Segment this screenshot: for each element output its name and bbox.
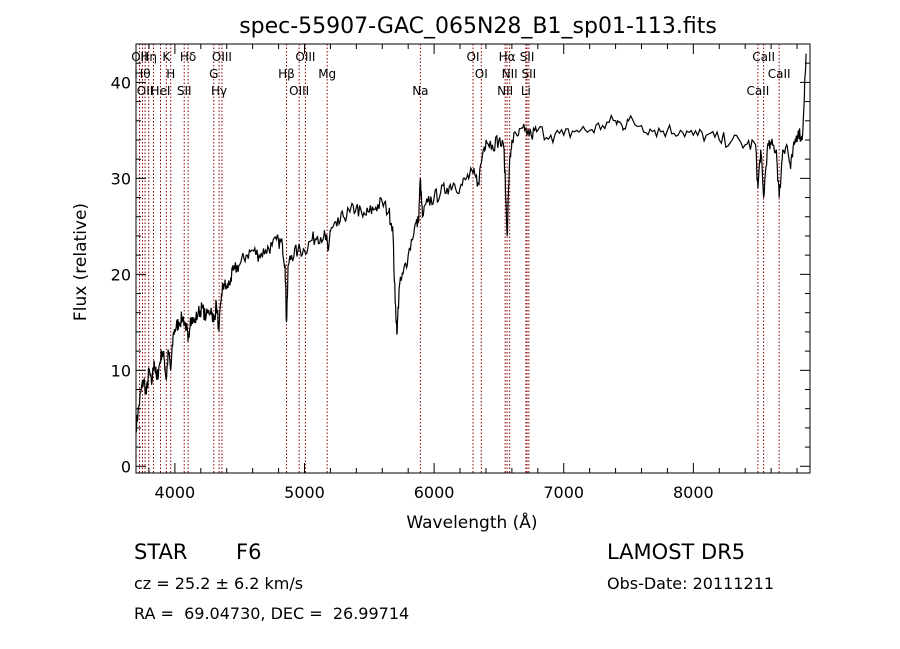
spectral-line-label: Li: [521, 84, 531, 98]
spectral-line-labels: OIIHθOIIHηHeIKHSIIHδGHγOIIIHβOIIIOIIIMgN…: [131, 50, 790, 98]
spectral-line-label: OIII: [289, 84, 309, 98]
spectral-line-label: G: [209, 67, 218, 81]
spectral-line-label: OII: [137, 84, 154, 98]
x-tick-label: 4000: [155, 483, 196, 502]
x-tick-label: 6000: [414, 483, 455, 502]
sky-coordinates: RA = 69.04730, DEC = 26.99714: [134, 604, 410, 623]
spectral-line-markers: [138, 44, 780, 473]
y-tick-label: 10: [111, 361, 131, 380]
spectral-line-label: Hα: [499, 50, 516, 64]
spectral-line-label: Na: [412, 84, 428, 98]
plot-frame: [135, 43, 811, 474]
spectral-line-label: Hδ: [180, 50, 196, 64]
spectral-line-label: OII: [131, 50, 148, 64]
x-tick-label: 5000: [284, 483, 325, 502]
spectrum-line: [135, 53, 807, 433]
spectral-line-label: CaII: [768, 67, 791, 81]
spectral-line-label: Hη: [140, 50, 157, 64]
chart-title: spec-55907-GAC_065N28_B1_sp01-113.fits: [239, 14, 717, 39]
spectral-line-label: OIII: [212, 50, 232, 64]
spectral-line-label: OIII: [295, 50, 315, 64]
spectral-line-label: CaII: [746, 84, 769, 98]
spectral-line-label: HeI: [151, 84, 171, 98]
survey-name: LAMOST DR5: [607, 540, 746, 564]
spectral-line-label: Hθ: [134, 67, 150, 81]
spectral-line-label: NII: [502, 67, 518, 81]
x-tick-label: 8000: [673, 483, 714, 502]
spectral-line-label: SII: [520, 50, 535, 64]
spectral-line-label: SII: [177, 84, 192, 98]
y-tick-label: 30: [111, 169, 131, 188]
spectral-line-label: OI: [467, 50, 480, 64]
x-axis-label: Wavelength (Å): [406, 511, 537, 533]
spectral-line-label: Hγ: [211, 84, 227, 98]
y-axis-label: Flux (relative): [71, 203, 91, 321]
object-subclass: F6: [236, 540, 262, 564]
y-tick-label: 0: [121, 457, 131, 476]
spectral-line-label: OI: [475, 67, 488, 81]
spectral-line-label: Hβ: [278, 67, 295, 81]
spectral-line-label: Mg: [318, 67, 336, 81]
spectral-line-label: SII: [522, 67, 537, 81]
spectral-line-label: CaII: [752, 50, 775, 64]
y-tick-label: 40: [111, 73, 131, 92]
spectral-line-label: K: [162, 50, 171, 64]
y-axis-ticks: 0 10 20 30 40: [111, 62, 810, 476]
object-class: STAR: [134, 540, 188, 564]
y-tick-label: 20: [111, 265, 131, 284]
spectral-line-label: NII: [497, 84, 513, 98]
x-axis-ticks: 4000 5000 6000 7000 8000: [148, 44, 798, 502]
redshift-velocity: cz = 25.2 ± 6.2 km/s: [134, 574, 304, 593]
observation-date: Obs-Date: 20111211: [607, 574, 775, 593]
spectral-line-label: H: [166, 67, 175, 81]
x-tick-label: 7000: [543, 483, 584, 502]
